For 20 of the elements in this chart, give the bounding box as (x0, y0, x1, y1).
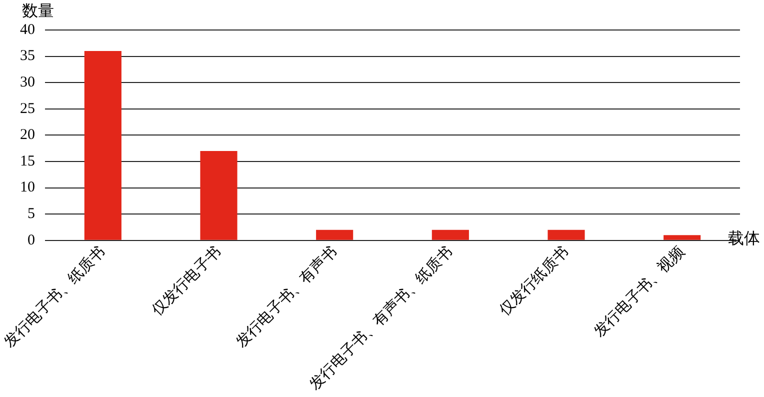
y-tick-label: 15 (20, 153, 35, 170)
y-tick-label: 10 (20, 180, 35, 196)
bar (316, 230, 354, 240)
x-tick-label: 仅发行纸质书 (496, 243, 572, 320)
y-tick-label: 35 (20, 48, 35, 64)
x-tick-label: 发行电子书、视频 (590, 243, 688, 340)
y-axis-title: 数量 (22, 3, 54, 20)
x-tick-label: 发行电子书、有声书 (232, 243, 340, 351)
y-tick-label: 0 (28, 232, 35, 248)
y-tick-label: 30 (20, 74, 35, 91)
bar (432, 230, 469, 240)
x-tick-label: 仅发行电子书 (148, 243, 224, 320)
y-tick-label: 25 (20, 100, 35, 117)
y-tick-label: 40 (20, 22, 35, 38)
y-tick-label: 5 (28, 206, 35, 222)
bar (548, 230, 585, 240)
bar (84, 51, 122, 240)
bar (664, 235, 701, 240)
y-tick-label: 20 (20, 127, 35, 144)
bar (200, 150, 238, 240)
